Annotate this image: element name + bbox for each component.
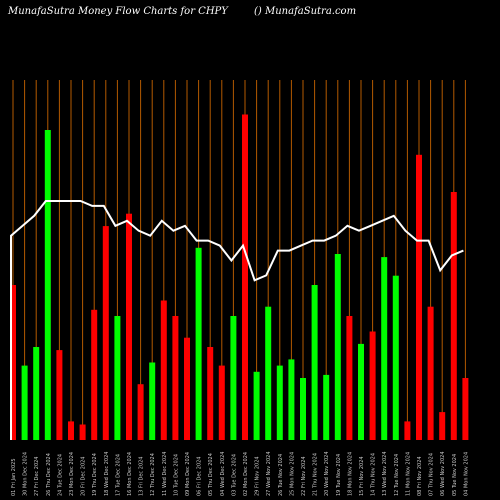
x-tick-label: 20 Wed Nov 2024 <box>324 451 330 496</box>
x-tick-label: 19 Tue Nov 2024 <box>336 454 342 496</box>
x-tick-label: 25 Mon Nov 2024 <box>289 452 295 496</box>
x-tick-label: 26 Tue Nov 2024 <box>278 454 284 496</box>
bar-down <box>450 192 457 440</box>
bar-up <box>195 247 202 440</box>
x-tick-label: 05 Tue Nov 2024 <box>452 454 458 496</box>
x-tick-label: 04 Wed Dec 2024 <box>220 452 226 496</box>
chart-title: MunafaSutra Money Flow Charts for CHPY <box>8 6 228 17</box>
x-tick-label: 08 Fri Nov 2024 <box>417 456 423 496</box>
x-tick-label: 11 Mon Nov 2024 <box>405 452 411 496</box>
bar-down <box>207 347 214 440</box>
bar-down <box>126 213 132 440</box>
x-tick-label: 19 Thu Dec 2024 <box>92 453 98 496</box>
x-tick-labels: 01 Fri Jan 2025 30 Mon Dec 2024 27 Fri Dec… <box>11 451 469 496</box>
x-tick-label: 06 Fri Dec 2024 <box>197 457 203 497</box>
bar-down <box>346 316 353 440</box>
bar-down <box>369 331 376 440</box>
bar-up <box>276 365 283 440</box>
x-tick-label: 30 Mon Dec 2024 <box>23 452 29 496</box>
x-tick-label: 22 Fri Nov 2024 <box>301 456 307 496</box>
bar-up <box>288 359 295 440</box>
bar-down <box>79 424 86 440</box>
x-tick-label: 15 Fri Nov 2024 <box>359 456 365 496</box>
x-tick-label: 06 Wed Nov 2024 <box>440 451 446 496</box>
x-tick-label: 01 Fri Jan 2025 <box>11 458 17 496</box>
bar-up <box>33 347 40 440</box>
x-tick-label: 18 Wed Dec 2024 <box>104 452 110 496</box>
x-tick-label: 21 Thu Nov 2024 <box>313 453 319 496</box>
x-tick-label: 20 Fri Dec 2024 <box>81 457 87 497</box>
x-tick-label: 13 Wed Nov 2024 <box>382 451 388 496</box>
x-tick-label: 27 Fri Dec 2024 <box>34 457 40 497</box>
bar-down <box>462 378 469 440</box>
x-tick-label: 16 Mon Dec 2024 <box>127 452 133 496</box>
x-tick-label: 23 Mon Dec 2024 <box>69 452 75 496</box>
bar-up <box>334 254 341 440</box>
x-tick-label: 03 Tue Dec 2024 <box>231 454 237 496</box>
bar-up <box>381 257 388 440</box>
bar-down <box>184 337 190 440</box>
x-tick-label: 05 Thu Dec 2024 <box>208 453 214 496</box>
x-tick-label: 11 Wed Dec 2024 <box>162 452 168 496</box>
bar-up <box>230 316 237 440</box>
x-tick-label: 12 Tue Nov 2024 <box>394 454 400 496</box>
x-tick-label: 24 Tue Dec 2024 <box>57 454 63 496</box>
bar-down <box>416 154 422 441</box>
bar-down <box>439 412 446 440</box>
bar-down <box>137 384 144 440</box>
bar-up <box>300 378 306 440</box>
bar-up <box>265 306 272 440</box>
bar-down <box>102 226 109 440</box>
bar-down <box>427 306 434 440</box>
bar-up <box>392 275 399 440</box>
x-tick-label: 29 Fri Nov 2024 <box>255 456 261 496</box>
x-tick-label: 26 Thu Dec 2024 <box>46 453 52 496</box>
x-tick-label: 12 Thu Dec 2024 <box>150 453 156 496</box>
x-tick-label: 04 Mon Nov 2024 <box>463 452 469 496</box>
bar-down <box>172 316 179 440</box>
bar-up <box>114 316 121 440</box>
bar-up <box>21 365 28 440</box>
bar-down <box>68 421 74 440</box>
bar-up <box>323 374 330 440</box>
x-tick-label: 09 Mon Dec 2024 <box>185 452 191 496</box>
x-tick-label: 27 Wed Nov 2024 <box>266 451 272 496</box>
bar-down <box>404 421 411 440</box>
bar-down <box>242 114 248 440</box>
money-flow-line <box>10 200 464 440</box>
bar-down <box>91 309 98 440</box>
x-tick-label: 14 Thu Nov 2024 <box>371 453 377 496</box>
x-tick-label: 18 Mon Nov 2024 <box>347 452 353 496</box>
bar-down <box>160 300 167 440</box>
bar-down <box>10 285 16 440</box>
x-tick-label: 13 Fri Dec 2024 <box>139 457 145 497</box>
x-tick-label: 17 Tue Dec 2024 <box>115 454 121 496</box>
bar-up <box>44 130 51 440</box>
bar-series <box>10 114 469 441</box>
bar-down <box>56 350 63 440</box>
x-tick-label: 02 Mon Dec 2024 <box>243 452 249 496</box>
bar-up <box>253 371 260 440</box>
bar-down <box>218 365 225 440</box>
site-credit: () MunafaSutra.com <box>254 6 357 17</box>
bar-up <box>149 362 156 440</box>
bar-up <box>311 285 318 440</box>
x-tick-label: 10 Tue Dec 2024 <box>173 454 179 496</box>
x-tick-label: 07 Thu Nov 2024 <box>429 453 435 496</box>
bar-up <box>358 343 364 440</box>
